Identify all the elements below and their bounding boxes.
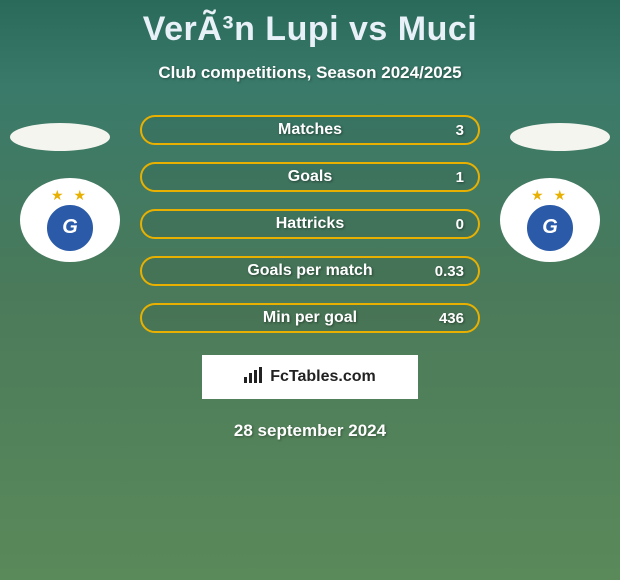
stat-value: 0	[456, 216, 464, 233]
stat-row-min-per-goal: Min per goal 436	[140, 303, 480, 333]
club-badge-right: ★ ★ G	[500, 178, 600, 262]
stat-value: 1	[456, 169, 464, 186]
stat-label: Goals per match	[247, 262, 372, 280]
date-text: 28 september 2024	[0, 421, 620, 441]
stat-value: 0.33	[435, 263, 464, 280]
player-head-left	[10, 123, 110, 151]
stat-row-goals: Goals 1	[140, 162, 480, 192]
stat-row-matches: Matches 3	[140, 115, 480, 145]
stat-row-goals-per-match: Goals per match 0.33	[140, 256, 480, 286]
brand-badge[interactable]: FcTables.com	[202, 355, 418, 399]
club-initials: G	[542, 216, 558, 239]
club-emblem-left: G	[44, 202, 96, 254]
player-head-right	[510, 123, 610, 151]
stat-value: 436	[439, 310, 464, 327]
club-badge-left: ★ ★ G	[20, 178, 120, 262]
star-icon: ★ ★	[531, 187, 569, 204]
stat-label: Matches	[278, 121, 342, 139]
stat-label: Min per goal	[263, 309, 357, 327]
brand-text: FcTables.com	[270, 368, 376, 386]
stat-label: Goals	[288, 168, 332, 186]
club-initials: G	[62, 216, 78, 239]
stat-row-hattricks: Hattricks 0	[140, 209, 480, 239]
stat-value: 3	[456, 122, 464, 139]
page-title: VerÃ³n Lupi vs Muci	[0, 0, 620, 49]
subtitle: Club competitions, Season 2024/2025	[0, 63, 620, 83]
club-emblem-right: G	[524, 202, 576, 254]
stat-label: Hattricks	[276, 215, 344, 233]
star-icon: ★ ★	[51, 187, 89, 204]
chart-icon	[244, 367, 264, 388]
